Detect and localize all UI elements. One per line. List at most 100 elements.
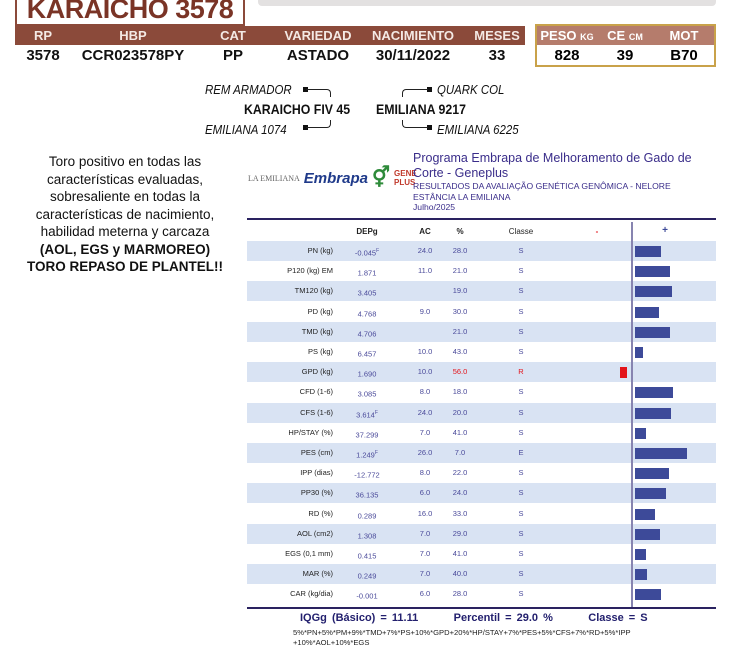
positive-bar	[635, 246, 662, 257]
positive-bar	[635, 488, 667, 500]
description-text: Toro positivo en todas las característic…	[35, 154, 215, 239]
table-row: PS (kg) 6.457 10.0 43.0 S	[247, 342, 716, 362]
header-variedad: VARIEDAD	[284, 28, 352, 43]
positive-bar	[635, 306, 659, 318]
pedigree-sire: KARAICHO FIV 45	[244, 101, 351, 117]
description-callout: TORO REPASO DE PLANTEL!!	[26, 259, 223, 274]
table-row: MAR (%) 0.249 7.0 40.0 S	[247, 564, 716, 587]
trait-label: CAR (kg/dia)	[290, 589, 333, 599]
trait-label: PP30 (%)	[300, 488, 333, 498]
pedigree-sire-dam: EMILIANA 1074	[205, 122, 287, 137]
classe-value: S	[518, 407, 524, 417]
ac-value: 24.0	[417, 246, 433, 255]
pct-value: 41.0	[452, 427, 468, 437]
dep-number: 36.135	[355, 490, 379, 500]
classe-value: S	[518, 306, 524, 316]
trait-label: CFD (1-6)	[299, 387, 333, 397]
trait-label: IPP (dias)	[300, 468, 333, 478]
table-row: P120 (kg) EM 1.871 11.0 21.0 S	[247, 261, 716, 281]
classe-value: S	[518, 387, 524, 397]
trait-label: CFS (1-6)	[300, 407, 333, 417]
farm-name: ESTÂNCIA LA EMILIANA	[413, 191, 511, 202]
connector-line	[402, 89, 428, 97]
value-nacimiento: 30/11/2022	[375, 47, 451, 64]
ac-value: 10.0	[417, 367, 433, 377]
dep-number: 4.768	[357, 309, 377, 319]
classe-value: R	[518, 367, 524, 377]
dep-number: 1.871	[357, 268, 377, 278]
table-row: PN (kg) -0.045F 24.0 28.0 S	[247, 241, 716, 261]
classe-value: S	[518, 427, 524, 437]
connector-line	[306, 89, 331, 97]
trait-label: RD (%)	[308, 508, 333, 518]
classe-value: S	[518, 569, 524, 579]
header-meses: MESES	[474, 28, 520, 43]
table-row: AOL (cm2) 1.308 7.0 29.0 S	[247, 523, 716, 544]
pct-value: 43.0	[452, 347, 468, 356]
trait-label: PN (kg)	[307, 246, 333, 255]
dep-value: 1.690	[358, 362, 377, 385]
pct-value: 30.0	[452, 306, 468, 316]
negative-bar	[619, 367, 627, 379]
pct-value: 41.0	[452, 549, 468, 558]
bar-axis	[631, 222, 633, 607]
pct-value: 56.0	[452, 367, 468, 377]
dep-value: 3.405	[358, 281, 377, 304]
dep-value: 4.706	[358, 322, 377, 345]
positive-bar	[635, 549, 646, 560]
ac-value: 10.0	[417, 347, 433, 356]
summary: IQGg (Básico) = 11.11 Percentil = 29.0 %…	[300, 612, 648, 624]
table-row: PES (cm) 1.249F 26.0 7.0 E	[247, 443, 716, 463]
pct-value: 28.0	[452, 589, 468, 599]
description: Toro positivo en todas las característic…	[10, 153, 240, 276]
percentil-value: Percentil = 29.0 %	[453, 612, 553, 624]
value-cat: PP	[222, 47, 244, 64]
dep-value: 36.135	[356, 483, 379, 506]
dep-number: 1.249	[356, 450, 375, 460]
pct-value: 20.0	[452, 407, 468, 417]
program-title: Programa Embrapa de Melhoramento de Gado…	[413, 151, 692, 180]
logos: LA EMILIANA Embrapa ⚥ GENE PLUS	[248, 163, 417, 193]
top-bar	[258, 0, 716, 6]
dep-value: 0.249	[358, 564, 377, 587]
dep-number: 6.457	[357, 349, 377, 359]
dep-number: 4.706	[357, 329, 377, 339]
positive-bar	[635, 569, 647, 581]
header-hbp: HBP	[119, 28, 147, 43]
pedigree-dam: EMILIANA 9217	[376, 101, 466, 117]
plus-text: PLUS	[394, 178, 416, 187]
positive-bar	[635, 326, 670, 338]
pct-value: 29.0	[452, 528, 468, 538]
dep-number: 1.308	[357, 531, 377, 541]
header-nacimiento: NACIMIENTO	[371, 28, 455, 43]
positive-bar	[635, 508, 656, 520]
positive-bar	[635, 387, 674, 399]
classe-value: S	[518, 246, 524, 255]
positive-bar	[635, 427, 646, 439]
classe-value: S	[518, 488, 524, 498]
table-row: TMD (kg) 4.706 21.0 S	[247, 321, 716, 345]
pct-value: 7.0	[454, 448, 466, 457]
ac-value: 6.0	[419, 488, 431, 498]
classe-value: S	[518, 266, 524, 276]
col-dep: DEPg	[356, 227, 378, 236]
embrapa-logo: Embrapa	[303, 169, 368, 187]
trait-label: AOL (cm2)	[297, 528, 333, 538]
pct-value: 33.0	[452, 508, 468, 518]
table-row: EGS (0,1 mm) 0.415 7.0 41.0 S	[247, 544, 716, 564]
dep-value: -12.772	[354, 463, 379, 486]
gene-text: GENE	[394, 169, 417, 178]
report-header: Programa Embrapa de Melhoramento de Gado…	[413, 151, 716, 213]
iqg-formula: 5%*PN+5%*PM+9%*TMD+7%*PS+10%*GPD+20%*HP/…	[293, 628, 631, 647]
connector-dot	[427, 125, 432, 130]
geneplus-logo-icon: ⚥	[371, 167, 391, 189]
trait-label: MAR (%)	[302, 569, 333, 579]
description-highlight: (AOL, EGS y MARMOREO)	[39, 241, 211, 257]
positive-bar	[635, 589, 662, 601]
dep-number: 37.299	[355, 430, 379, 440]
dep-flag: F	[376, 248, 380, 254]
dep-value: 3.085	[358, 382, 377, 405]
value-hbp: CCR023578PY	[81, 47, 185, 64]
table-row: TM120 (kg) 3.405 19.0 S	[247, 281, 716, 304]
trait-label: HP/STAY (%)	[288, 427, 333, 437]
